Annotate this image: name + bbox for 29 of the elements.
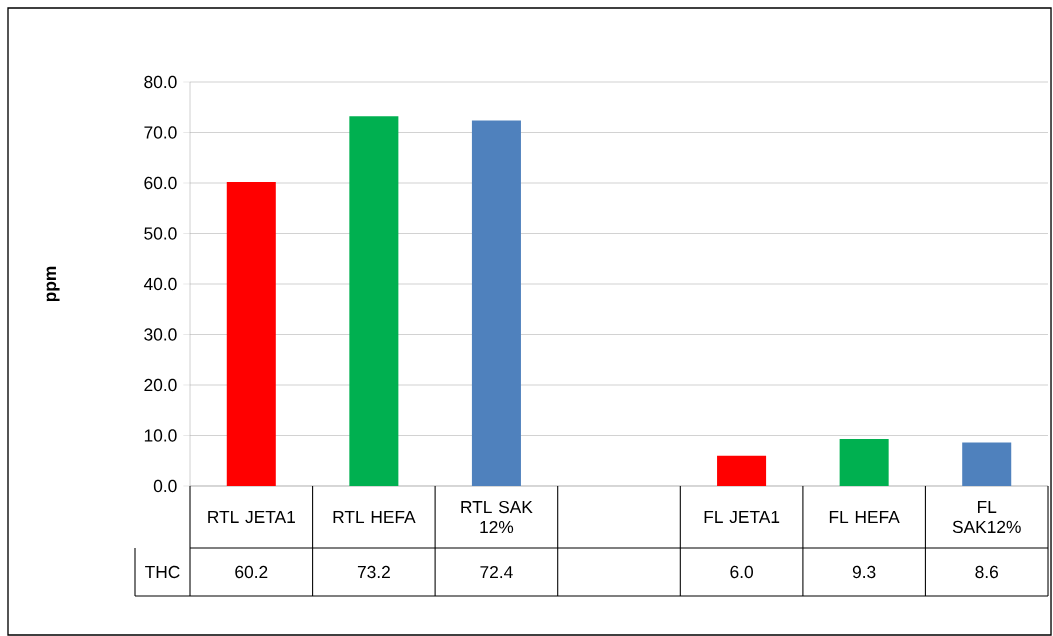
y-tick-label: 70.0 bbox=[144, 126, 177, 139]
data-label: 73.2 bbox=[357, 565, 390, 579]
bar bbox=[717, 455, 767, 486]
x-tick-label: RTL JETA1 bbox=[208, 510, 295, 524]
y-tick-label: 40.0 bbox=[143, 277, 177, 291]
y-axis-title: ppm bbox=[46, 266, 60, 302]
bar bbox=[962, 442, 1012, 486]
x-tick-label: RTL SAK 12% bbox=[461, 500, 533, 534]
bar bbox=[471, 120, 521, 486]
data-label: 60.2 bbox=[235, 565, 268, 579]
x-tick-label: RTL HEFA bbox=[333, 511, 416, 523]
bar bbox=[226, 182, 276, 486]
data-label: 6.0 bbox=[730, 565, 753, 579]
y-tick-label: 20.0 bbox=[144, 378, 177, 392]
bar bbox=[839, 439, 889, 486]
x-tick-label: FL JETA1 bbox=[704, 510, 780, 524]
y-tick-label: 80.0 bbox=[144, 75, 177, 89]
data-label: 9.3 bbox=[852, 565, 876, 579]
x-tick-label: FL HEFA bbox=[829, 511, 900, 523]
x-tick-label: FL SAK12% bbox=[952, 500, 1021, 534]
text: THC bbox=[145, 565, 180, 579]
y-tick-label: 0.0 bbox=[153, 479, 177, 493]
data-label: 72.4 bbox=[480, 565, 513, 579]
y-tick-label: 60.0 bbox=[144, 176, 177, 190]
bar bbox=[349, 116, 399, 486]
y-tick-label: 10.0 bbox=[144, 429, 177, 442]
data-label: 8.6 bbox=[975, 565, 999, 579]
y-tick-label: 50.0 bbox=[144, 227, 177, 240]
y-tick-label: 30.0 bbox=[144, 328, 177, 341]
